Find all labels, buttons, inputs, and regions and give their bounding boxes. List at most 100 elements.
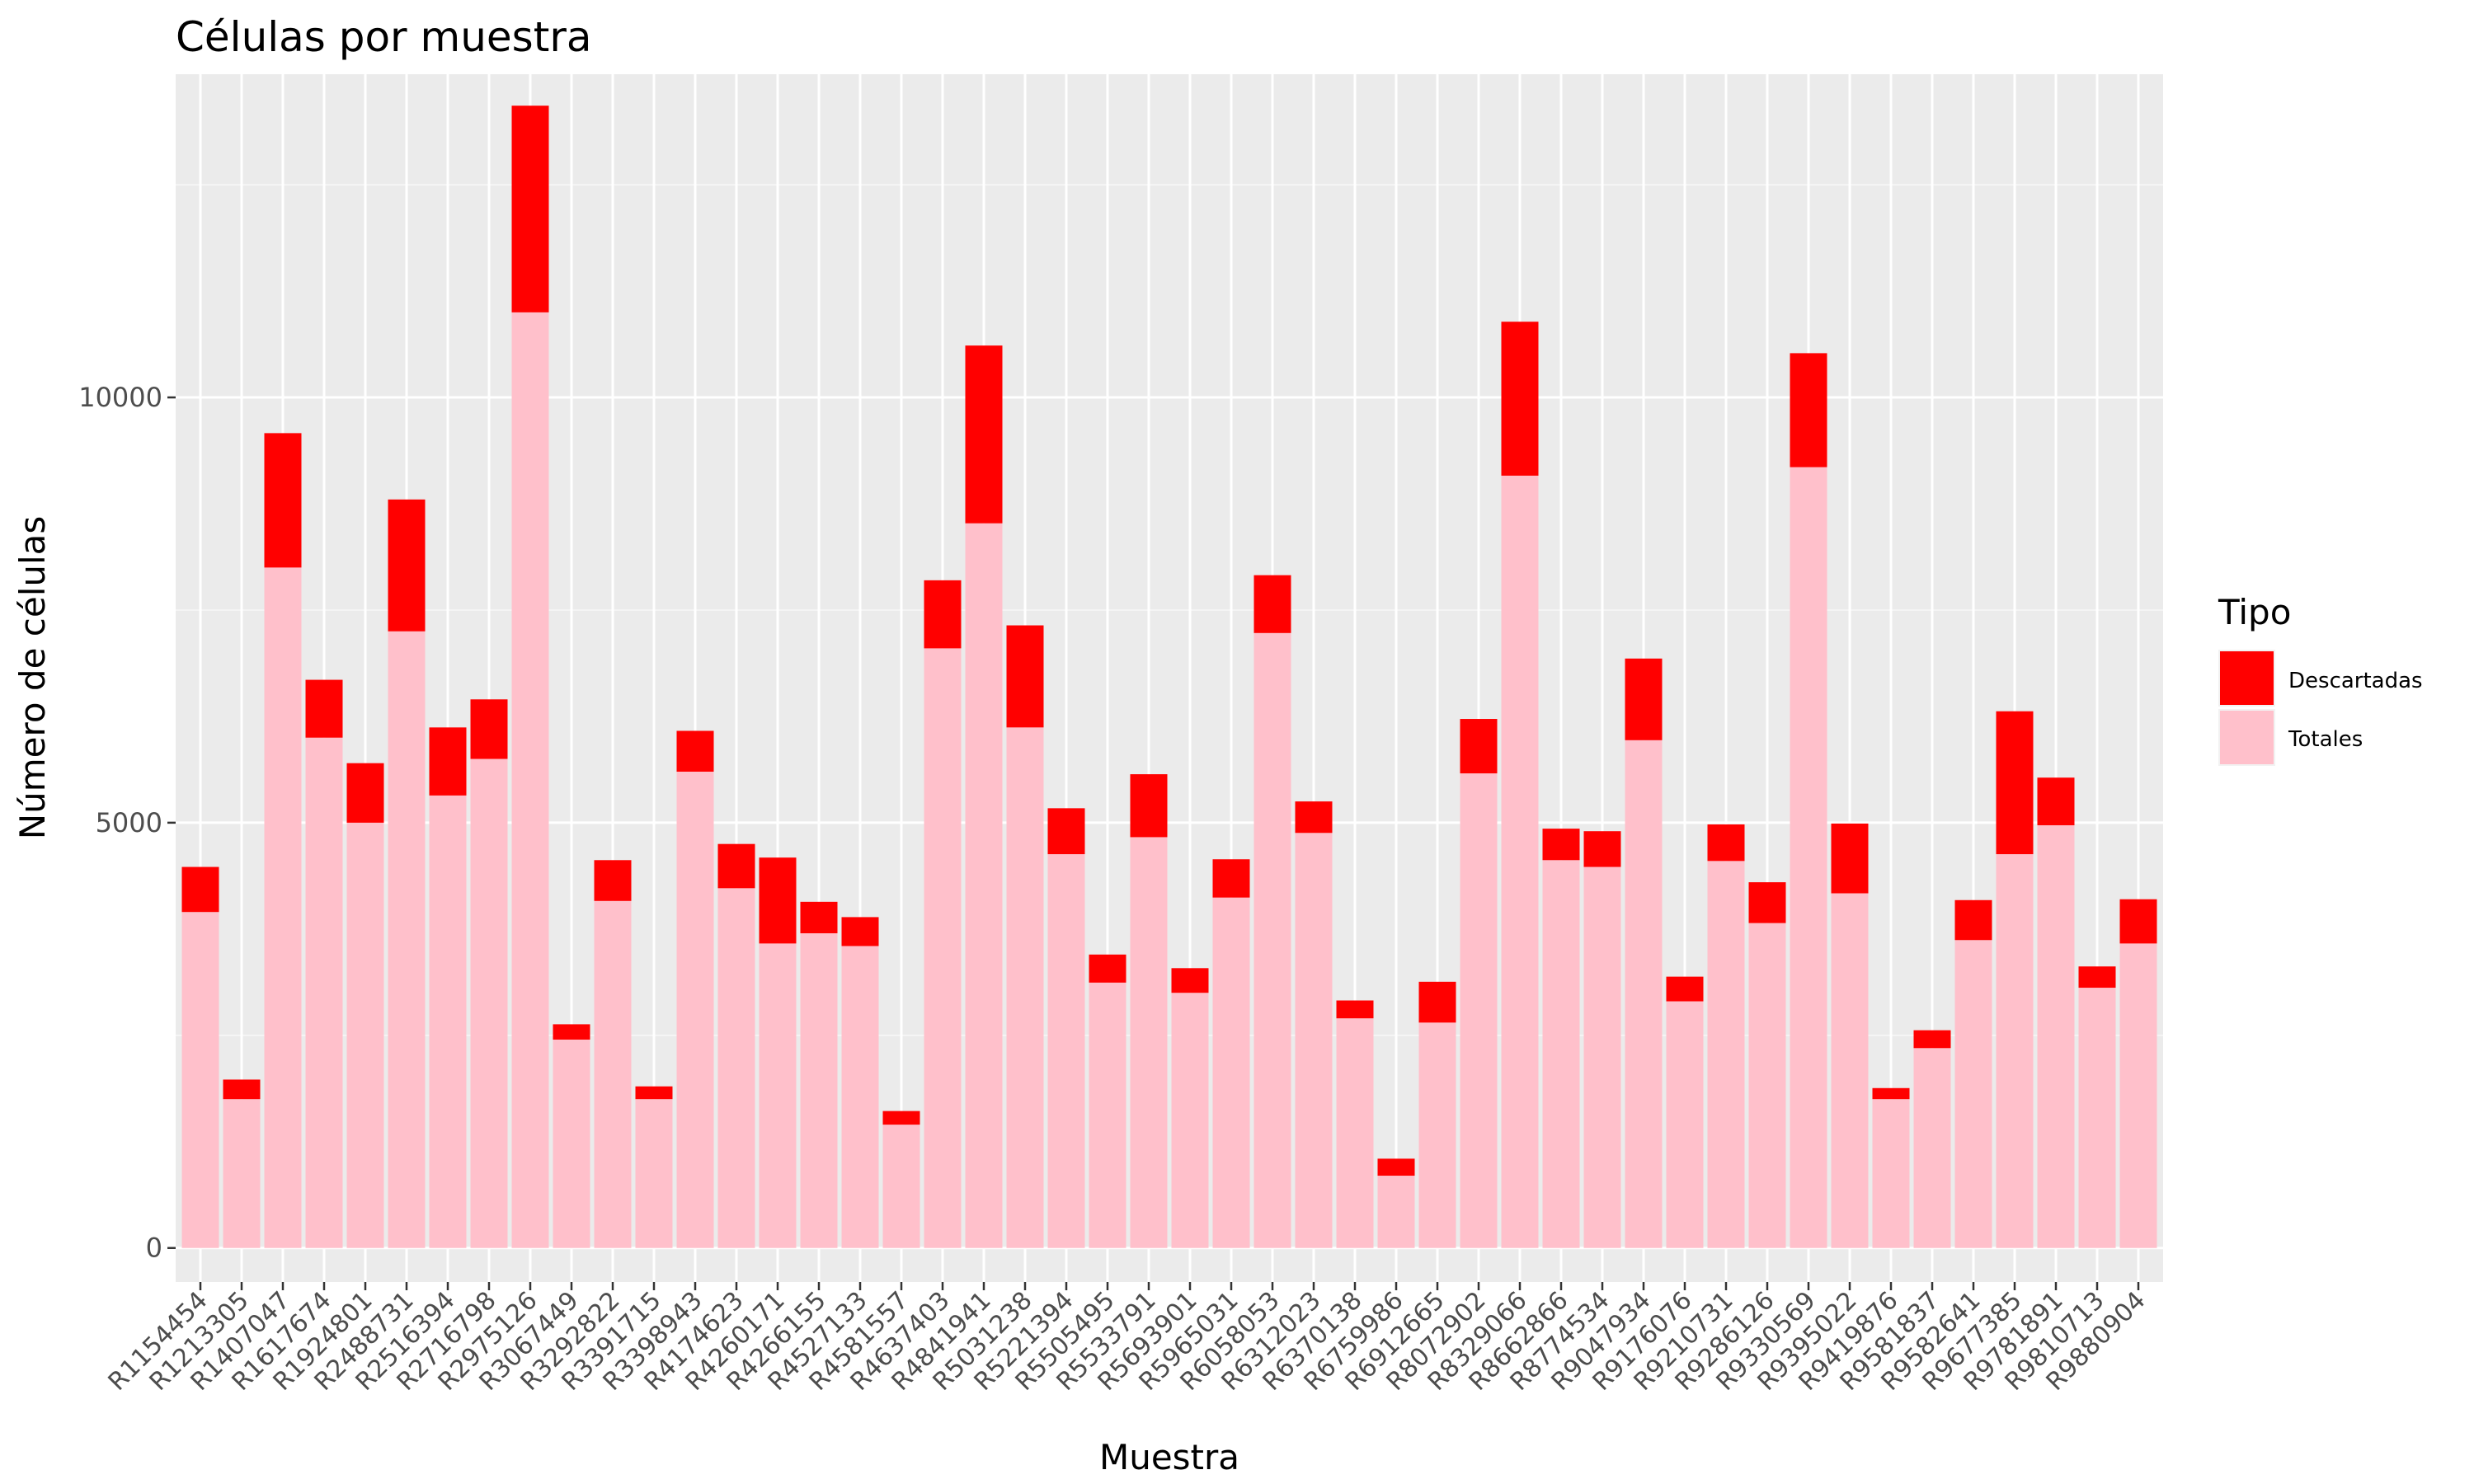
bar-totales: [264, 567, 302, 1248]
bar-totales: [1336, 1018, 1374, 1248]
bar-descartadas: [223, 1079, 261, 1100]
bar-descartadas: [717, 843, 755, 889]
bar-totales: [1542, 860, 1580, 1248]
bar-totales: [511, 312, 549, 1248]
x-axis-title: Muestra: [1099, 1437, 1239, 1477]
bar-totales: [429, 795, 467, 1248]
bar-descartadas: [841, 917, 879, 946]
bar-totales: [1666, 1001, 1704, 1248]
bar-totales: [181, 912, 219, 1248]
bar-descartadas: [1954, 899, 1992, 941]
bar-totales: [1130, 837, 1168, 1248]
bar-descartadas: [388, 499, 426, 632]
bar-totales: [1831, 893, 1869, 1248]
bar-descartadas: [1913, 1030, 1951, 1049]
bar-totales: [1212, 897, 1250, 1248]
bar-descartadas: [1748, 882, 1786, 923]
bar-totales: [1047, 854, 1085, 1248]
bar-totales: [2119, 943, 2157, 1248]
bar-totales: [882, 1125, 920, 1248]
bar-descartadas: [594, 860, 632, 901]
bar-descartadas: [264, 433, 302, 568]
legend-swatch-totales: [2220, 711, 2274, 764]
bar-descartadas: [1253, 575, 1291, 633]
bar-descartadas: [2037, 777, 2075, 825]
bar-totales: [553, 1039, 590, 1248]
bar-descartadas: [1171, 968, 1209, 993]
bar-totales: [759, 943, 797, 1248]
legend-label-totales: Totales: [2288, 727, 2363, 752]
bar-totales: [1790, 467, 1827, 1248]
bar-totales: [1377, 1176, 1415, 1248]
bar-descartadas: [1501, 322, 1539, 476]
bar-totales: [1748, 923, 1786, 1248]
bar-descartadas: [1707, 824, 1745, 862]
bar-descartadas: [1130, 774, 1168, 838]
bar-descartadas: [1872, 1087, 1910, 1100]
bars: [181, 106, 2157, 1248]
bar-descartadas: [965, 345, 1003, 524]
bar-descartadas: [470, 699, 508, 759]
bar-totales: [1460, 773, 1498, 1248]
legend: Tipo Descartadas Totales: [2218, 592, 2423, 766]
bar-descartadas: [1460, 719, 1498, 774]
bar-totales: [388, 631, 426, 1248]
bar-totales: [965, 523, 1003, 1248]
bar-descartadas: [181, 866, 219, 913]
bar-totales: [1872, 1099, 1910, 1248]
bar-descartadas: [1583, 831, 1621, 867]
bar-totales: [1625, 740, 1663, 1248]
y-tick-label: 5000: [96, 807, 162, 838]
bar-totales: [841, 946, 879, 1248]
bar-totales: [1089, 982, 1126, 1248]
bar-descartadas: [1418, 981, 1456, 1023]
bar-totales: [1418, 1022, 1456, 1248]
bar-totales: [1295, 833, 1333, 1248]
bar-totales: [305, 737, 343, 1248]
bar-descartadas: [1336, 1000, 1374, 1019]
chart-title: Células por muestra: [176, 13, 592, 61]
bar-descartadas: [924, 580, 962, 649]
bar-descartadas: [1666, 976, 1704, 1002]
bar-descartadas: [800, 901, 838, 934]
bar-descartadas: [882, 1111, 920, 1125]
y-tick-label: 0: [146, 1233, 162, 1264]
bar-descartadas: [1377, 1158, 1415, 1176]
bar-totales: [1253, 632, 1291, 1248]
bar-descartadas: [1542, 829, 1580, 861]
bar-descartadas: [759, 857, 797, 944]
bar-totales: [1006, 727, 1044, 1248]
y-axis: 0 5000 10000: [78, 382, 176, 1264]
y-tick-label: 10000: [78, 382, 162, 413]
bar-totales: [676, 771, 714, 1248]
x-axis: R1154454R1213305R1407047R1617674R1924801…: [103, 1282, 2152, 1397]
bar-descartadas: [1047, 808, 1085, 855]
bar-descartadas: [1831, 823, 1869, 894]
bar-totales: [1913, 1048, 1951, 1248]
bar-totales: [2078, 988, 2116, 1248]
bar-descartadas: [635, 1086, 673, 1100]
bar-descartadas: [1089, 954, 1126, 983]
bar-totales: [223, 1099, 261, 1248]
bar-totales: [635, 1099, 673, 1248]
legend-title: Tipo: [2218, 592, 2291, 632]
bar-totales: [1501, 475, 1539, 1248]
bar-descartadas: [1006, 625, 1044, 728]
bar-totales: [1583, 866, 1621, 1248]
legend-swatch-descartadas: [2220, 651, 2274, 705]
bar-totales: [346, 822, 384, 1248]
bar-totales: [1954, 940, 1992, 1248]
bar-descartadas: [2078, 966, 2116, 989]
bar-descartadas: [2119, 899, 2157, 944]
bar-descartadas: [676, 730, 714, 772]
bar-totales: [470, 758, 508, 1248]
bar-totales: [1996, 854, 2034, 1248]
bar-totales: [1707, 861, 1745, 1248]
bar-totales: [1171, 993, 1209, 1248]
y-axis-title: Número de células: [12, 516, 53, 840]
bar-descartadas: [305, 679, 343, 738]
bar-totales: [924, 648, 962, 1248]
legend-label-descartadas: Descartadas: [2288, 669, 2423, 693]
bar-descartadas: [553, 1024, 590, 1040]
